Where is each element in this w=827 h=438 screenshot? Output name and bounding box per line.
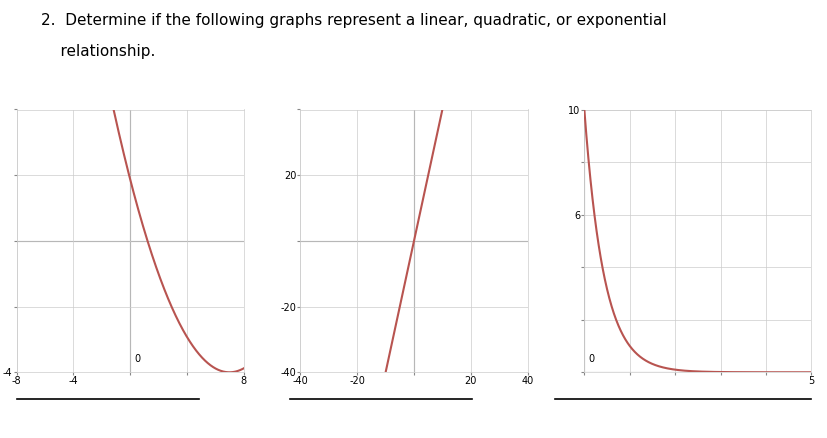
Text: 2.  Determine if the following graphs represent a linear, quadratic, or exponent: 2. Determine if the following graphs rep… bbox=[41, 13, 667, 28]
Text: relationship.: relationship. bbox=[41, 44, 155, 59]
Text: 0: 0 bbox=[588, 354, 595, 364]
Text: 0: 0 bbox=[135, 354, 141, 364]
